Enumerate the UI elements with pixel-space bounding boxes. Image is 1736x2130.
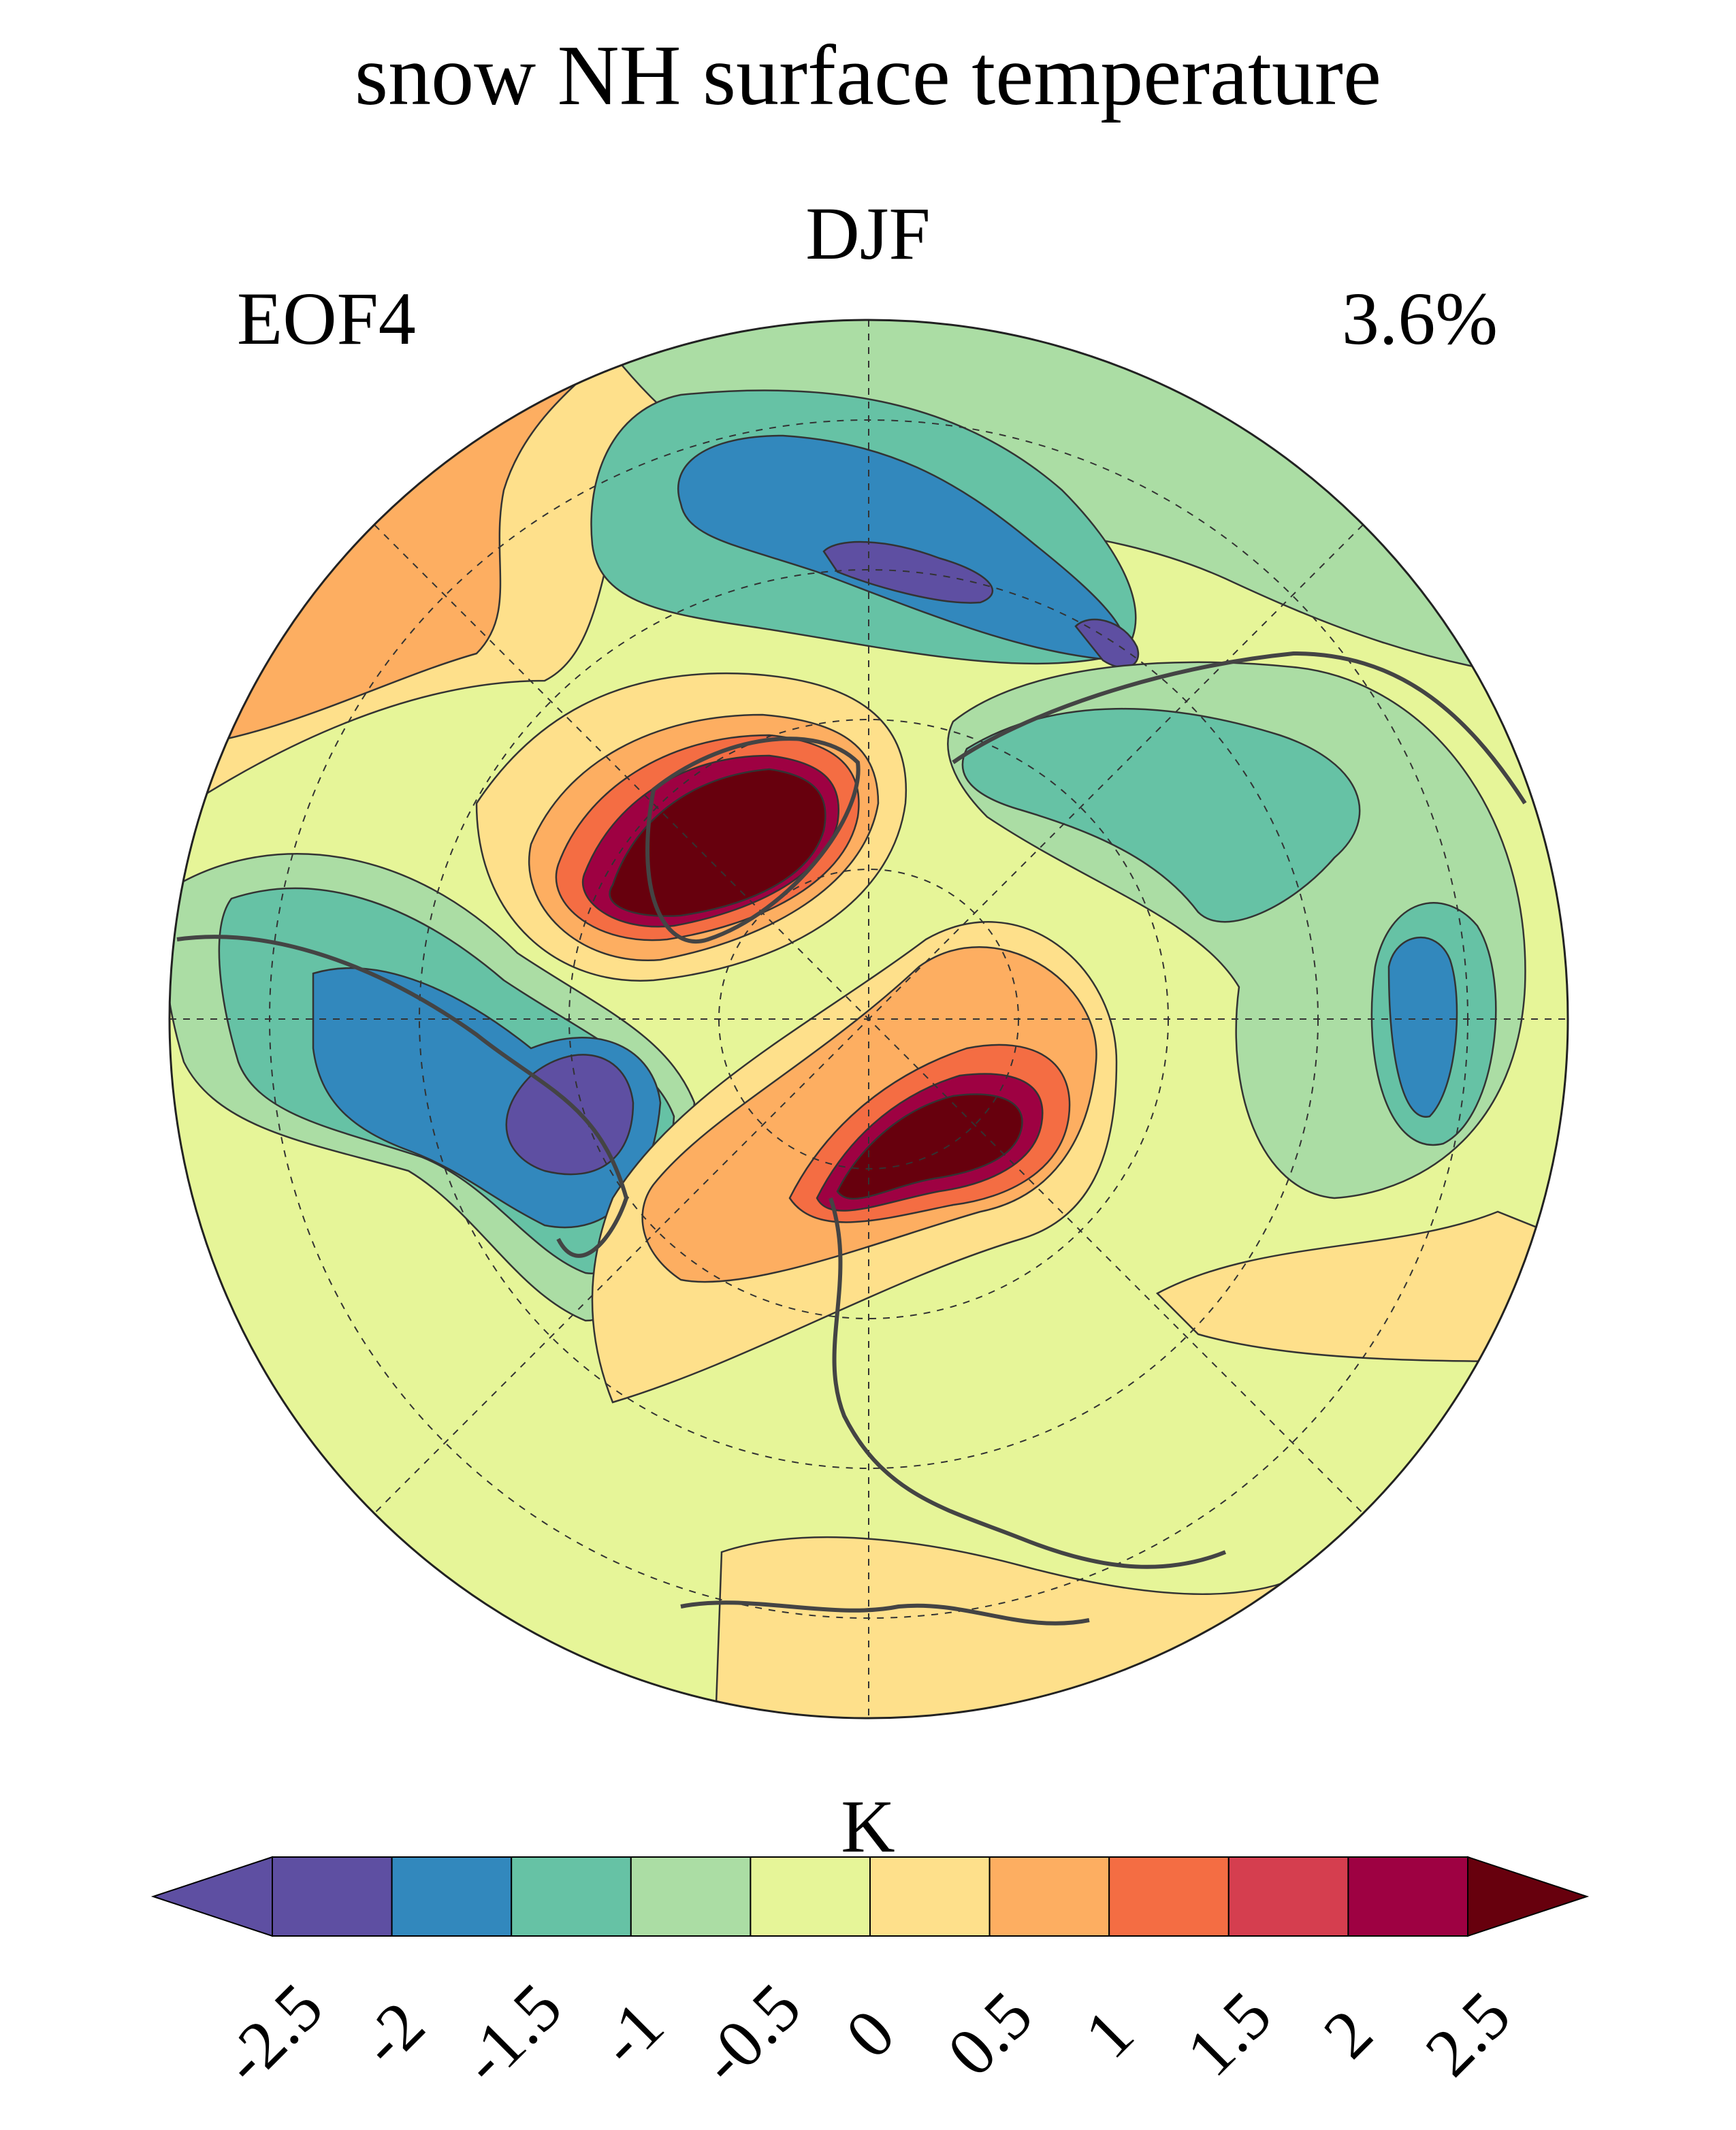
figure-title: snow NH surface temperature [355, 29, 1381, 123]
colorbar-bin [511, 1856, 632, 1937]
colorbar-bin [869, 1856, 991, 1937]
colorbar-extend-high [1467, 1856, 1590, 1937]
coast-greenland [645, 737, 861, 943]
colorbar-bin [750, 1856, 871, 1937]
colorbar-bin [988, 1856, 1110, 1937]
europe-max [836, 1093, 1023, 1200]
asia-cool-inner [1387, 936, 1458, 1118]
pacific-orange-region [170, 320, 628, 750]
greenland-max [609, 768, 826, 917]
map-boundary [168, 319, 1569, 1720]
colorbar-bin [1227, 1856, 1349, 1937]
north-pacific-core [822, 540, 994, 604]
coast-asia [952, 651, 1527, 805]
variance-explained: 3.6% [1341, 277, 1498, 360]
asia-cool-mid [961, 707, 1361, 923]
colorbar-units: K [841, 1785, 895, 1868]
colorbar-bin [391, 1856, 513, 1937]
colorbar-bin [630, 1856, 752, 1937]
coast-europe [829, 1197, 1227, 1569]
coast-namerica [176, 935, 629, 1258]
coast-africa [680, 1600, 1090, 1626]
colorbar-extend-low [150, 1856, 273, 1937]
season-label: DJF [805, 192, 931, 275]
colorbar-bin [1347, 1856, 1469, 1937]
mode-label: EOF4 [237, 277, 416, 360]
colorbar-bin [272, 1856, 393, 1937]
colorbar-bin [1108, 1856, 1229, 1937]
polar-map [168, 319, 1569, 1720]
